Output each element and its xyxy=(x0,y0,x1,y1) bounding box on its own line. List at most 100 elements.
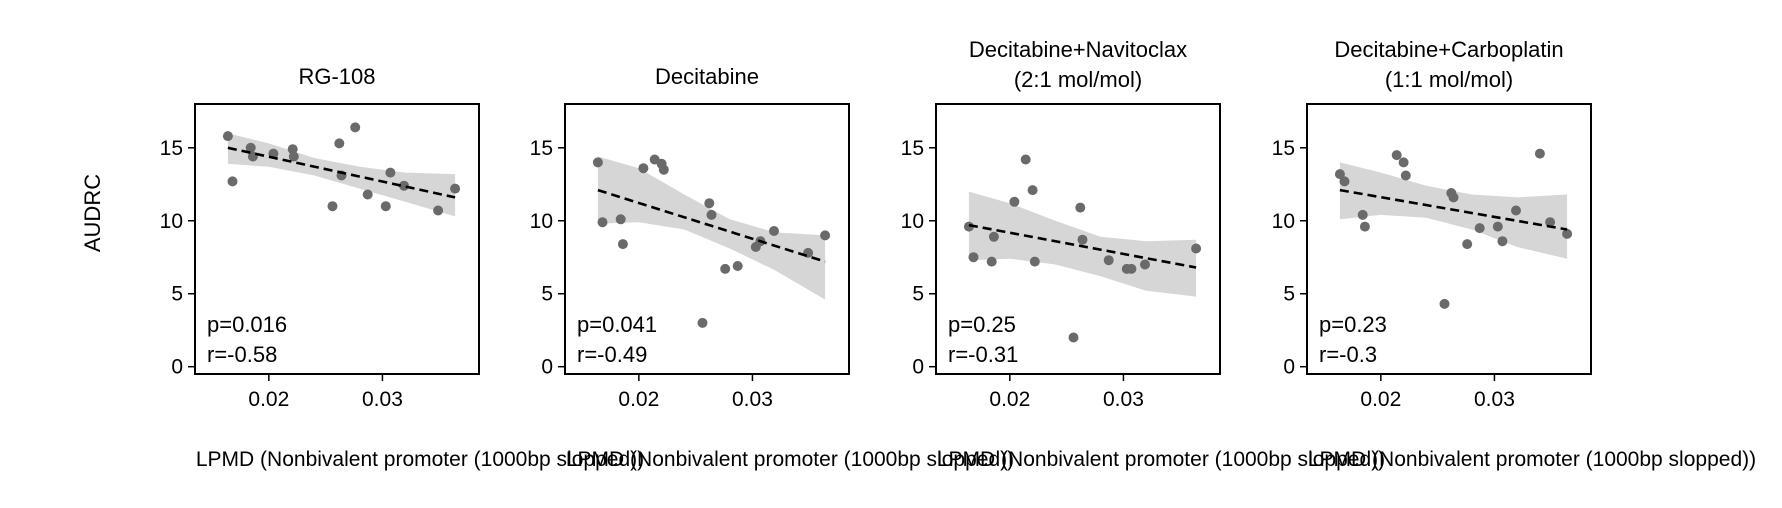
x-tick-label: 0.03 xyxy=(732,388,773,411)
y-tick-label: 5 xyxy=(171,283,183,306)
axes-frame xyxy=(1306,103,1592,375)
data-point xyxy=(658,164,669,175)
chart-title: (1:1 mol/mol) xyxy=(1385,67,1513,92)
stat-annotation: r=-0.49 xyxy=(577,342,647,367)
data-point xyxy=(1027,185,1038,196)
regression-line xyxy=(597,188,826,263)
y-tick-label: 5 xyxy=(1283,283,1295,306)
x-tick-label: 0.03 xyxy=(1103,388,1144,411)
data-point xyxy=(287,144,298,155)
y-tick-label: 5 xyxy=(541,283,553,306)
stat-annotation: p=0.23 xyxy=(1319,312,1387,337)
x-tick-label: 0.02 xyxy=(618,388,659,411)
data-point xyxy=(1492,221,1503,232)
confidence-band xyxy=(597,156,826,300)
data-point xyxy=(638,163,649,174)
chart-panel-3: 0 5 10 15 0.02 0.03 Decitabine+Navitoclax (2:1 … xyxy=(901,37,1385,471)
y-tick-label: 15 xyxy=(1272,137,1295,160)
axes-frame xyxy=(935,103,1221,375)
data-point xyxy=(615,214,626,225)
chart-title: RG-108 xyxy=(298,64,375,89)
data-point xyxy=(1068,332,1079,343)
data-point xyxy=(1140,259,1150,270)
data-point xyxy=(1334,169,1345,180)
stat-annotation: p=0.041 xyxy=(577,312,657,337)
y-tick-label: 0 xyxy=(912,356,924,379)
data-point xyxy=(1077,234,1088,245)
chart-title: Decitabine+Carboplatin xyxy=(1334,37,1563,62)
data-point xyxy=(988,231,999,242)
data-point xyxy=(1474,223,1485,234)
y-tick-label: 0 xyxy=(1283,356,1295,379)
data-point xyxy=(697,317,708,328)
data-point xyxy=(1009,196,1020,207)
data-point xyxy=(450,183,461,194)
chart-title: Decitabine xyxy=(655,64,759,89)
chart-title: Decitabine+Navitoclax xyxy=(969,37,1187,62)
data-point xyxy=(1462,239,1473,250)
data-point xyxy=(1398,157,1409,168)
chart-panel-1: 0 5 10 15 0.02 0.03 RG-108 p=0.016 r=-0.58 LPMD (… xyxy=(160,64,644,471)
data-point xyxy=(1075,202,1086,213)
y-tick-label: 0 xyxy=(171,356,183,379)
y-tick-label: 5 xyxy=(912,283,924,306)
data-point xyxy=(1029,256,1040,267)
data-point xyxy=(704,198,715,209)
data-point xyxy=(968,252,979,263)
stat-annotation: p=0.016 xyxy=(207,312,287,337)
x-axis-label: LPMD (Nonbivalent promoter (1000bp slopp… xyxy=(566,448,1014,471)
y-tick-label: 10 xyxy=(1272,210,1295,233)
data-point xyxy=(433,205,444,216)
data-point xyxy=(1126,263,1137,274)
x-tick-label: 0.03 xyxy=(1474,388,1515,411)
x-axis-label: LPMD (Nonbivalent promoter (1000bp slopp… xyxy=(1308,448,1756,471)
data-point xyxy=(986,256,997,267)
chart-title: (2:1 mol/mol) xyxy=(1014,67,1142,92)
stat-annotation: r=-0.58 xyxy=(207,342,277,367)
y-tick-label: 15 xyxy=(901,137,924,160)
figure-ylabel: AUDRC xyxy=(80,174,105,252)
data-point xyxy=(385,167,396,178)
data-point xyxy=(1191,243,1202,254)
data-point xyxy=(327,201,338,212)
data-point xyxy=(1391,150,1402,161)
data-point xyxy=(227,176,238,187)
data-point xyxy=(1103,255,1114,266)
data-point xyxy=(617,239,628,250)
regression-line xyxy=(227,146,456,199)
data-point xyxy=(720,263,731,274)
x-tick-label: 0.02 xyxy=(248,388,289,411)
data-point xyxy=(362,189,373,200)
chart-panel-2: 0 5 10 15 0.02 0.03 Decitabine p=0.041 r=-0.49 LP… xyxy=(530,64,1014,471)
data-point xyxy=(399,180,409,191)
data-point xyxy=(1439,298,1450,309)
y-tick-label: 0 xyxy=(541,356,553,379)
x-axis-label: LPMD (Nonbivalent promoter (1000bp slopp… xyxy=(937,448,1385,471)
data-point xyxy=(1534,148,1545,159)
data-point xyxy=(706,209,717,220)
data-point xyxy=(350,122,361,133)
data-point xyxy=(1448,192,1459,203)
data-point xyxy=(1357,209,1368,220)
data-point xyxy=(1339,176,1350,187)
regression-line xyxy=(968,223,1197,269)
y-tick-label: 10 xyxy=(530,210,553,233)
stat-annotation: p=0.25 xyxy=(948,312,1016,337)
y-tick-label: 10 xyxy=(160,210,183,233)
data-point xyxy=(1562,228,1573,239)
data-point xyxy=(288,151,299,162)
x-tick-label: 0.02 xyxy=(989,388,1030,411)
data-point xyxy=(245,142,256,153)
data-point xyxy=(222,131,233,142)
data-point xyxy=(334,138,345,149)
y-tick-label: 15 xyxy=(160,137,183,160)
data-point xyxy=(820,230,831,241)
x-axis-label: LPMD (Nonbivalent promoter (1000bp slopp… xyxy=(196,448,644,471)
data-point xyxy=(1359,221,1370,232)
axes-frame xyxy=(564,103,850,375)
x-tick-label: 0.02 xyxy=(1360,388,1401,411)
data-point xyxy=(592,157,603,168)
data-point xyxy=(380,201,391,212)
data-point xyxy=(769,226,779,236)
stat-annotation: r=-0.3 xyxy=(1319,342,1377,367)
